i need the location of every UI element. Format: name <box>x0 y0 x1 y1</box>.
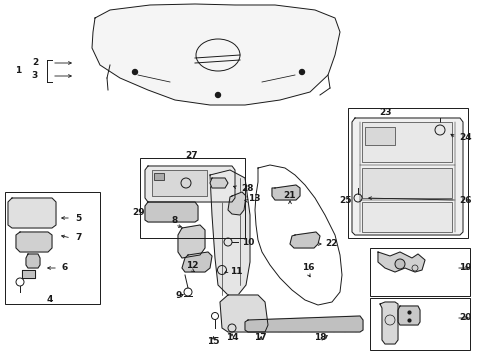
Polygon shape <box>244 316 362 332</box>
Polygon shape <box>16 232 52 252</box>
Polygon shape <box>145 166 235 202</box>
Polygon shape <box>209 178 227 188</box>
Text: 6: 6 <box>62 264 68 273</box>
Text: 9: 9 <box>175 291 182 300</box>
Text: 17: 17 <box>253 333 266 342</box>
Text: 13: 13 <box>247 194 260 202</box>
Polygon shape <box>289 232 319 248</box>
Text: 27: 27 <box>185 150 198 159</box>
Text: 28: 28 <box>241 184 253 193</box>
Bar <box>369 248 469 296</box>
Text: 18: 18 <box>313 333 325 342</box>
Polygon shape <box>26 254 40 268</box>
Text: 19: 19 <box>458 264 470 273</box>
Text: 10: 10 <box>242 238 254 247</box>
Polygon shape <box>92 4 339 105</box>
Text: 22: 22 <box>325 239 337 248</box>
Circle shape <box>394 259 404 269</box>
Polygon shape <box>377 252 424 272</box>
Text: 25: 25 <box>339 195 351 204</box>
Bar <box>152 170 206 196</box>
Bar <box>364 127 394 145</box>
Circle shape <box>215 93 220 98</box>
Text: 16: 16 <box>301 264 314 273</box>
Text: 12: 12 <box>185 261 198 270</box>
Text: 23: 23 <box>378 108 390 117</box>
Text: 20: 20 <box>458 314 470 323</box>
Text: 24: 24 <box>458 132 470 141</box>
Text: 7: 7 <box>75 233 81 242</box>
Text: 3: 3 <box>32 71 38 80</box>
Text: 4: 4 <box>47 296 53 305</box>
Polygon shape <box>220 295 267 332</box>
Polygon shape <box>22 270 35 278</box>
Bar <box>154 173 163 180</box>
Text: 26: 26 <box>458 195 470 204</box>
Text: 2: 2 <box>32 58 38 67</box>
Bar <box>5 192 100 304</box>
Polygon shape <box>209 170 249 295</box>
Bar <box>361 122 451 162</box>
Polygon shape <box>379 302 397 344</box>
Text: 5: 5 <box>75 213 81 222</box>
Polygon shape <box>351 118 462 235</box>
Circle shape <box>132 69 137 75</box>
Polygon shape <box>145 202 198 222</box>
Polygon shape <box>271 185 299 200</box>
Circle shape <box>299 69 304 75</box>
Polygon shape <box>397 306 419 325</box>
Text: 29: 29 <box>132 207 145 216</box>
Text: 8: 8 <box>171 216 178 225</box>
Text: 15: 15 <box>206 338 219 346</box>
Polygon shape <box>182 252 212 272</box>
Text: 14: 14 <box>225 333 238 342</box>
Bar <box>361 168 451 198</box>
Polygon shape <box>178 225 204 258</box>
Text: 21: 21 <box>283 190 296 199</box>
Polygon shape <box>227 192 245 215</box>
Text: 11: 11 <box>229 267 242 276</box>
Bar <box>369 298 469 350</box>
Text: 1: 1 <box>15 66 21 75</box>
Bar <box>347 108 467 238</box>
Bar <box>140 158 244 238</box>
Polygon shape <box>8 198 56 228</box>
Bar <box>361 202 451 232</box>
